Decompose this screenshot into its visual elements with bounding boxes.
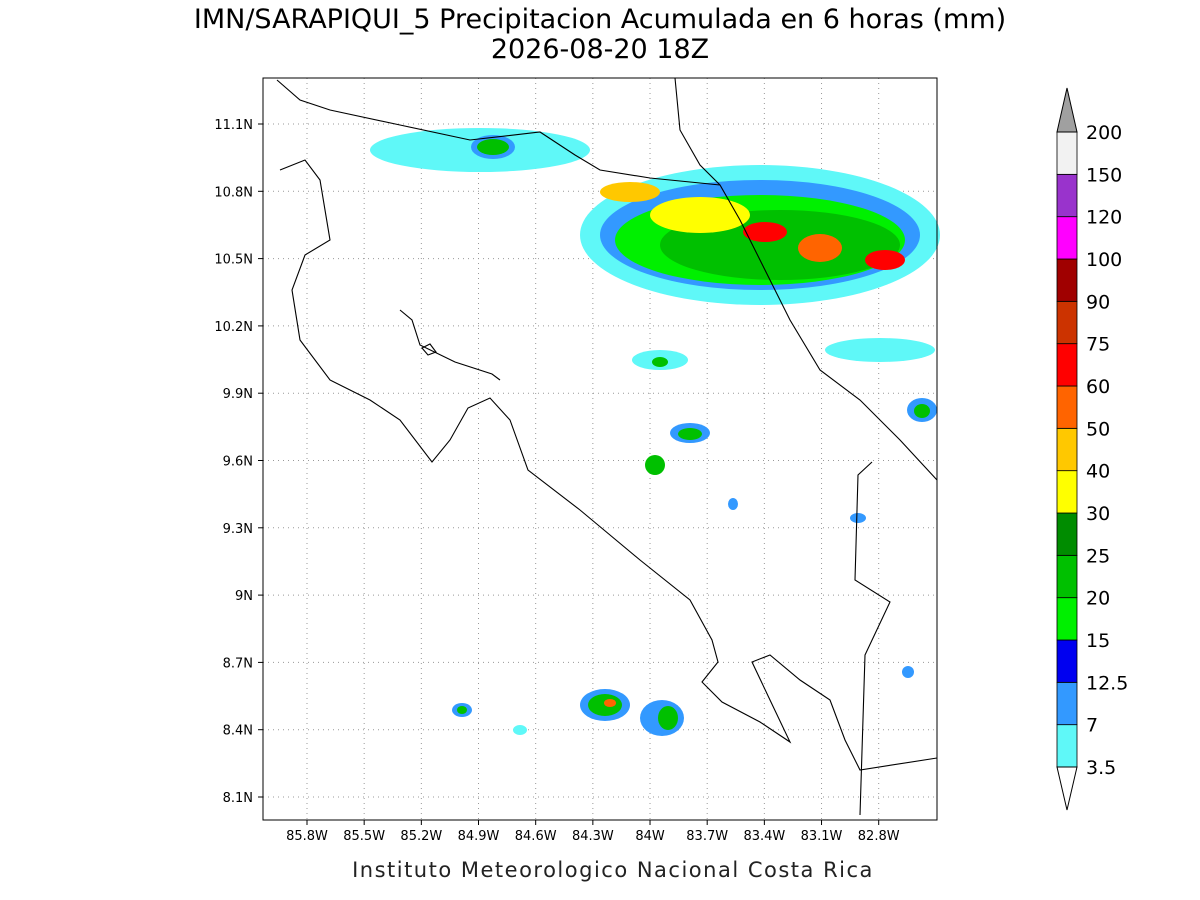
y-tick-label: 9N: [235, 589, 253, 604]
colorbar-label: 40: [1086, 461, 1110, 483]
colorbar-swatch: [1056, 724, 1078, 768]
colorbar-label: 90: [1086, 291, 1110, 313]
y-tick-label: 9.6N: [223, 455, 253, 470]
colorbar-label: 25: [1086, 545, 1110, 567]
colorbar-label: 120: [1086, 207, 1122, 229]
colorbar-under: [1056, 766, 1078, 811]
colorbar-label: 30: [1086, 503, 1110, 525]
colorbar-label: 100: [1086, 249, 1122, 271]
colorbar-label: 15: [1086, 630, 1110, 652]
y-tick-label: 9.3N: [223, 522, 253, 537]
colorbar-swatch: [1056, 427, 1078, 472]
x-tick-label: 85.8W: [286, 829, 328, 844]
y-tick-label: 11.1N: [214, 118, 253, 133]
x-tick-label: 85.2W: [400, 829, 442, 844]
y-tick-label: 9.9N: [223, 387, 253, 402]
y-tick-label: 10.5N: [214, 253, 253, 268]
colorbar-swatch: [1056, 681, 1078, 726]
x-tick-label: 84.9W: [458, 829, 500, 844]
colorbar-label: 7: [1086, 715, 1098, 737]
y-tick-label: 8.1N: [223, 791, 253, 806]
plot-frame: [262, 77, 938, 821]
colorbar-label: 60: [1086, 376, 1110, 398]
colorbar-label: 200: [1086, 122, 1122, 144]
colorbar-over: [1056, 87, 1078, 133]
colorbar-swatch: [1056, 512, 1078, 556]
colorbar-swatch: [1056, 385, 1078, 429]
colorbar-swatch: [1056, 554, 1078, 599]
subtitle: 2026-08-20 18Z: [491, 34, 709, 65]
coastlines: [276, 77, 938, 816]
x-tick-label: 83.1W: [801, 829, 843, 844]
precipitation: [370, 128, 940, 736]
x-tick-label: 85.5W: [343, 829, 385, 844]
colorbar: 3.5 7 12.5 15 20 25 30 40 50 60 75 90 100 120 150 200: [1056, 87, 1128, 811]
colorbar-swatch: [1056, 131, 1078, 175]
y-tick-label: 10.2N: [214, 320, 253, 335]
x-tick-label: 83.7W: [686, 829, 728, 844]
colorbar-swatch: [1056, 300, 1078, 345]
colorbar-swatch: [1056, 216, 1078, 260]
x-tick-label: 84.3W: [572, 829, 614, 844]
colorbar-swatch: [1056, 597, 1078, 641]
colorbar-swatch: [1056, 258, 1078, 302]
colorbar-label: 12.5: [1086, 672, 1128, 694]
y-tick-label: 8.7N: [223, 656, 253, 671]
colorbar-swatch: [1056, 343, 1078, 387]
x-tick-label: 84.6W: [515, 829, 557, 844]
y-tick-label: 8.4N: [223, 724, 253, 739]
y-tick-label: 10.8N: [214, 185, 253, 200]
plot-area: [262, 77, 940, 821]
credit: Instituto Meteorologico Nacional Costa R…: [352, 858, 874, 882]
colorbar-swatch: [1056, 470, 1078, 514]
grid: [263, 78, 937, 820]
colorbar-swatch: [1056, 639, 1078, 683]
colorbar-label: 3.5: [1086, 757, 1116, 779]
colorbar-label: 50: [1086, 418, 1110, 440]
x-tick-label: 84W: [635, 829, 665, 844]
x-tick-label: 82.8W: [858, 829, 900, 844]
title: IMN/SARAPIQUI_5 Precipitacion Acumulada …: [194, 4, 1006, 35]
colorbar-label: 75: [1086, 334, 1110, 356]
x-tick-label: 83.4W: [743, 829, 785, 844]
colorbar-swatch: [1056, 173, 1078, 218]
colorbar-label: 150: [1086, 164, 1122, 186]
colorbar-label: 20: [1086, 588, 1110, 610]
